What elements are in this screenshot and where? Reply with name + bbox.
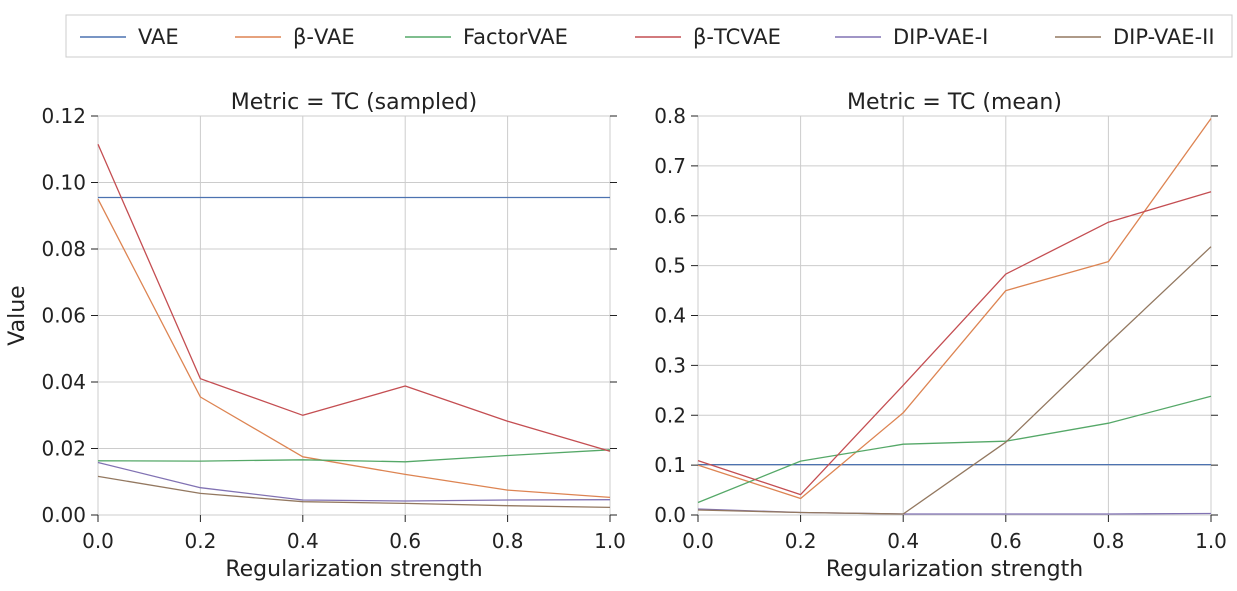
y-tick-label: 0.1	[654, 453, 686, 477]
x-tick-label: 0.4	[887, 529, 919, 553]
x-tick-label: 0.0	[82, 529, 114, 553]
x-axis-label: Regularization strength	[826, 557, 1083, 582]
legend-item-beta-vae: β-VAE	[235, 25, 355, 49]
panel-tc-mean: 0.0 0.1 0.2 0.3 0.4 0.5 0.6 0.7 0.8 0.0 0.2 0.4 0.6 0…	[654, 90, 1227, 582]
grid	[97, 115, 611, 516]
y-tick-label: 0.5	[654, 254, 686, 278]
x-tick-label: 0.8	[1092, 529, 1124, 553]
legend-label: FactorVAE	[463, 25, 568, 49]
x-tick-label: 1.0	[594, 529, 626, 553]
series-line-factorvae	[97, 449, 611, 463]
legend-item-beta-tcvae: β-TCVAE	[635, 25, 781, 49]
y-tick-label: 0.10	[41, 171, 86, 195]
y-tick-label: 0.0	[654, 503, 686, 527]
panel-title: Metric = TC (sampled)	[231, 90, 477, 115]
panel-tc-sampled: 0.00 0.02 0.04 0.06 0.08 0.10 0.12 0.0 0.2 0.4 0.6…	[5, 90, 626, 582]
series-line-dip-vae-i	[97, 461, 611, 502]
series-line-dip-vae-ii	[697, 246, 1212, 515]
x-tick-label: 0.2	[184, 529, 216, 553]
legend-item-dip-vae-ii: DIP-VAE-II	[1055, 25, 1215, 49]
y-tick-label: 0.2	[654, 403, 686, 427]
y-tick-label: 0.06	[41, 304, 86, 328]
legend-label: DIP-VAE-II	[1113, 25, 1215, 49]
y-tick-label: 0.04	[41, 370, 86, 394]
legend-label: β-VAE	[293, 25, 355, 49]
y-tick-label: 0.3	[654, 353, 686, 377]
y-tick-label: 0.08	[41, 237, 86, 261]
x-tick-label: 0.4	[287, 529, 319, 553]
y-tick-label: 0.00	[41, 503, 86, 527]
x-tick-label: 0.0	[682, 529, 714, 553]
tick-marks	[91, 115, 617, 522]
x-tick-label: 1.0	[1195, 529, 1227, 553]
series-group	[97, 144, 611, 509]
legend-item-vae: VAE	[80, 25, 179, 49]
legend-label: DIP-VAE-I	[893, 25, 988, 49]
y-tick-label: 0.4	[654, 304, 686, 328]
y-axis-label: Value	[5, 285, 30, 345]
series-line-factorvae	[697, 395, 1212, 504]
x-tick-label: 0.6	[990, 529, 1022, 553]
y-tick-label: 0.6	[654, 204, 686, 228]
x-tick-label: 0.2	[785, 529, 817, 553]
x-tick-label: 0.8	[492, 529, 524, 553]
panel-title: Metric = TC (mean)	[847, 90, 1062, 115]
y-tick-label: 0.02	[41, 437, 86, 461]
series-group	[697, 118, 1212, 515]
grid	[697, 115, 1212, 516]
series-line-beta-tcvae	[697, 191, 1212, 496]
series-line-beta-vae	[697, 118, 1212, 500]
legend-label: VAE	[138, 25, 179, 49]
legend-frame	[65, 14, 1233, 58]
legend-item-dip-vae-i: DIP-VAE-I	[835, 25, 988, 49]
y-tick-label: 0.7	[654, 154, 686, 178]
legend-item-factorvae: FactorVAE	[405, 25, 568, 49]
series-line-beta-tcvae	[97, 144, 611, 452]
x-tick-label: 0.6	[389, 529, 421, 553]
x-axis-label: Regularization strength	[225, 557, 482, 582]
tick-marks	[691, 115, 1218, 522]
legend-label: β-TCVAE	[693, 25, 781, 49]
series-line-dip-vae-ii	[97, 475, 611, 509]
y-tick-label: 0.12	[41, 104, 86, 128]
series-line-beta-vae	[97, 198, 611, 499]
y-tick-label: 0.8	[654, 104, 686, 128]
legend: VAE β-VAE FactorVAE β-TCVAE DIP-VAE-I DIP-VAE…	[65, 14, 1233, 58]
